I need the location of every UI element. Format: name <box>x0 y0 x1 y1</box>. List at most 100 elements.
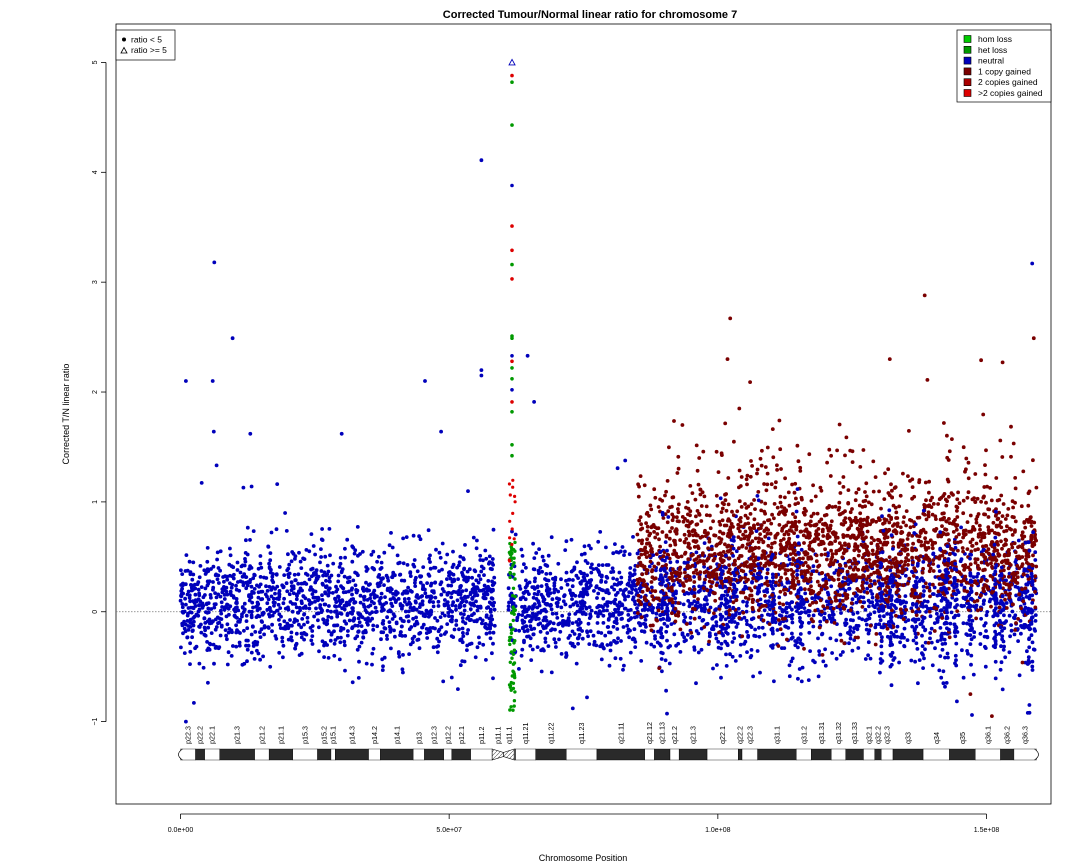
data-point <box>293 646 298 651</box>
data-point <box>710 553 714 558</box>
data-point <box>361 635 366 639</box>
data-point <box>670 526 674 530</box>
data-point <box>979 560 984 565</box>
data-point <box>760 566 765 571</box>
data-point <box>710 547 714 552</box>
data-point <box>520 569 525 574</box>
data-point <box>273 591 277 596</box>
data-point <box>353 636 358 641</box>
data-point <box>289 559 294 564</box>
data-point <box>682 560 687 565</box>
data-point <box>851 573 856 578</box>
data-point <box>793 515 798 520</box>
data-point <box>433 595 438 600</box>
data-point <box>633 588 638 592</box>
data-point <box>676 507 680 511</box>
data-point <box>633 602 638 606</box>
data-point <box>444 630 448 634</box>
data-point <box>868 623 873 628</box>
data-point <box>685 632 690 637</box>
data-point <box>866 653 870 658</box>
data-point <box>344 590 348 594</box>
data-point <box>860 580 865 585</box>
data-point <box>381 619 386 623</box>
data-point <box>438 615 443 619</box>
data-point <box>738 516 743 520</box>
data-point <box>830 651 834 655</box>
data-point <box>856 597 861 601</box>
data-point <box>664 629 669 634</box>
data-point <box>904 600 908 605</box>
data-point <box>983 644 987 649</box>
data-point <box>535 584 540 589</box>
data-point <box>687 587 692 591</box>
data-point <box>432 590 436 595</box>
data-point <box>229 593 234 597</box>
data-point <box>342 639 347 644</box>
data-point <box>635 606 639 610</box>
data-point <box>400 667 405 672</box>
data-point <box>790 600 795 604</box>
data-point <box>739 537 743 541</box>
data-point <box>245 525 250 530</box>
data-point <box>258 630 262 635</box>
data-point <box>482 573 486 577</box>
data-point <box>183 596 188 601</box>
data-point <box>649 628 654 633</box>
data-point <box>188 599 193 604</box>
data-point <box>928 538 933 543</box>
data-point <box>927 609 932 614</box>
data-point <box>947 538 951 542</box>
data-point <box>527 592 531 596</box>
data-point <box>897 594 902 599</box>
data-point <box>242 661 247 666</box>
data-point <box>570 584 575 589</box>
data-point <box>320 593 324 598</box>
data-point <box>638 621 642 626</box>
data-point <box>346 589 351 594</box>
data-point <box>929 626 934 631</box>
data-point <box>649 580 654 584</box>
data-point <box>266 597 271 602</box>
data-point <box>739 475 744 479</box>
data-point <box>723 421 728 426</box>
data-point <box>402 597 407 601</box>
data-point <box>950 437 954 441</box>
data-point <box>468 607 473 612</box>
data-point <box>767 622 772 626</box>
data-point <box>947 635 952 640</box>
data-point <box>848 608 853 613</box>
data-point <box>946 458 951 462</box>
data-point <box>861 499 866 504</box>
data-point <box>786 490 791 495</box>
data-point <box>550 597 555 602</box>
data-point <box>827 596 832 600</box>
data-point <box>644 521 648 525</box>
data-point <box>837 481 842 485</box>
data-point <box>378 567 383 571</box>
data-point <box>271 572 275 576</box>
data-point <box>1001 647 1006 652</box>
data-point <box>669 622 674 626</box>
data-point <box>976 547 980 552</box>
data-point <box>559 652 564 656</box>
y-tick-label: 1 <box>92 500 99 504</box>
data-point <box>309 638 314 643</box>
data-point <box>267 584 272 589</box>
data-point <box>849 520 854 524</box>
data-point <box>1025 560 1029 565</box>
data-point <box>738 519 743 524</box>
data-point <box>287 562 292 567</box>
data-point <box>326 588 331 593</box>
data-point <box>803 610 807 614</box>
data-point <box>299 635 304 640</box>
data-point <box>574 573 579 578</box>
data-point <box>743 522 748 526</box>
data-point <box>219 617 224 621</box>
data-point <box>962 604 966 608</box>
data-point <box>224 633 229 638</box>
data-point <box>366 616 370 620</box>
data-point <box>649 642 654 647</box>
data-point <box>408 570 413 575</box>
data-point <box>931 562 936 566</box>
